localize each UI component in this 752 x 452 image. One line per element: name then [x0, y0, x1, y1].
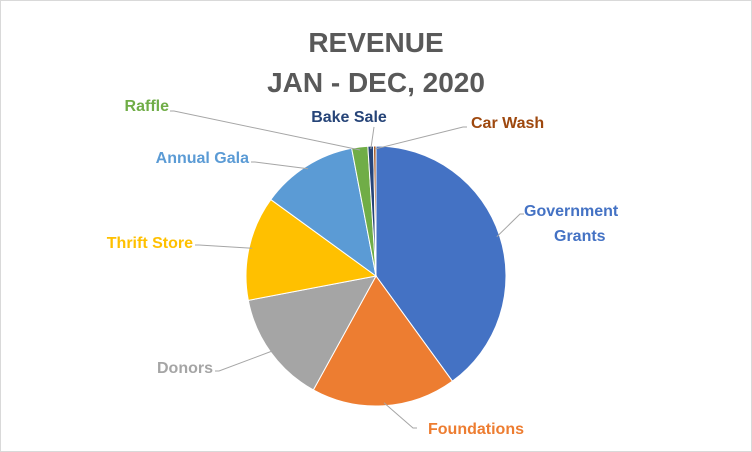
slice-label-annual-gala: Annual Gala — [156, 150, 249, 167]
pie-slice-foundations[interactable] — [312, 275, 454, 407]
pie-slice-car-wash[interactable] — [373, 145, 377, 277]
pie-slice-government-grants[interactable] — [375, 145, 507, 382]
leader-line-donors — [215, 350, 274, 372]
leader-line-bake-sale — [370, 126, 375, 150]
slice-label-donors: Donors — [157, 360, 213, 377]
pie-slice-annual-gala[interactable] — [270, 147, 377, 278]
slice-label-raffle: Raffle — [125, 98, 170, 115]
slice-label-car-wash: Car Wash — [471, 115, 544, 132]
leader-line-government-grants — [496, 213, 524, 238]
pie-slice-donors[interactable] — [247, 275, 377, 391]
leader-line-annual-gala — [251, 161, 309, 170]
leader-line-foundations — [383, 402, 417, 429]
leader-line-thrift-store — [195, 244, 253, 249]
pie-slices — [245, 145, 507, 407]
slice-label-thrift-store: Thrift Store — [107, 235, 193, 252]
slice-label-foundations: Foundations — [428, 421, 524, 438]
leader-line-raffle — [170, 110, 361, 151]
chart-title-block: REVENUE JAN - DEC, 2020 — [1, 23, 751, 103]
slice-label-government-grants: Government Grants — [524, 203, 619, 245]
chart-title: REVENUE — [308, 27, 444, 58]
slice-label-bake-sale: Bake Sale — [311, 109, 387, 126]
slice-labels: Government Grants Foundations Donors Thrift … — [107, 98, 619, 438]
leader-line-car-wash — [374, 126, 467, 150]
leader-lines — [170, 110, 524, 429]
chart-subtitle: JAN - DEC, 2020 — [267, 67, 485, 98]
